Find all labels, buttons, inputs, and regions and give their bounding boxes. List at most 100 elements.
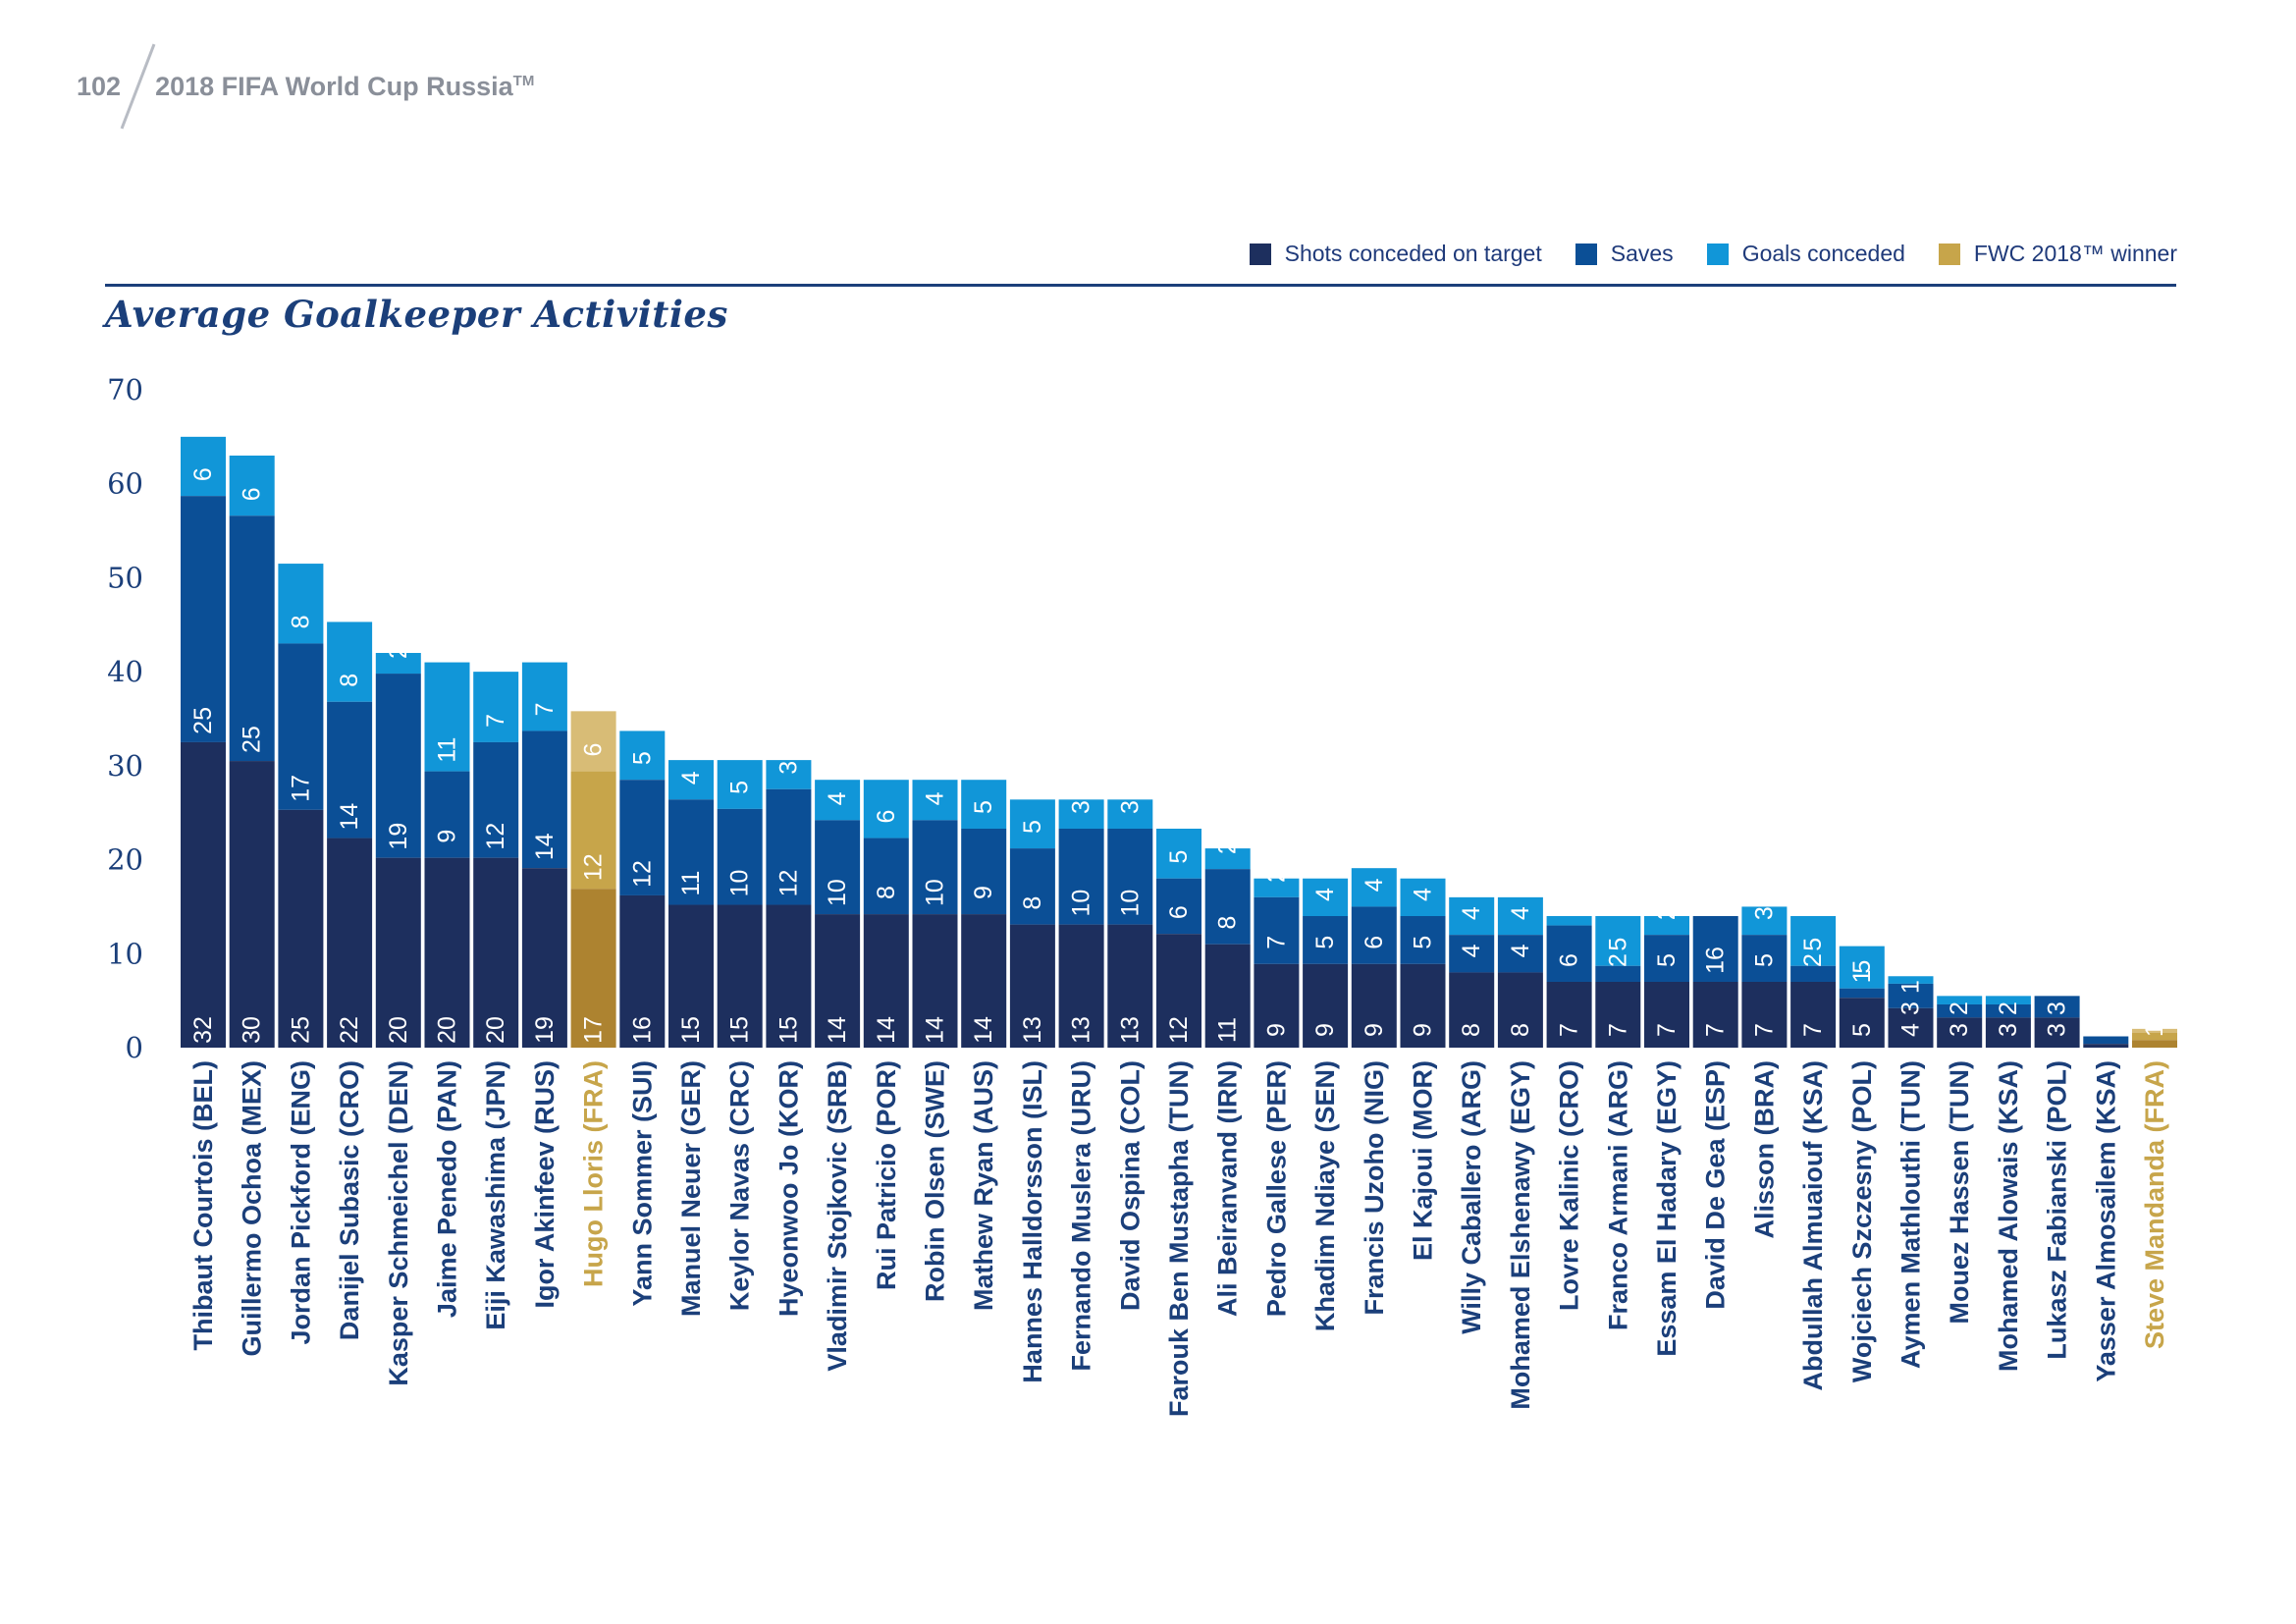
player-label: Essam El Hadary (EGY) [1652,1060,1682,1357]
value-label-saves: 8 [1019,896,1046,910]
bar-shots-on-target [375,857,421,1048]
bar-shots-on-target [424,857,470,1048]
legend-swatch-goals [1706,243,1729,265]
value-label-saves: 12 [482,823,509,850]
value-label-shots: 14 [873,1016,900,1044]
value-label-saves: 8 [1214,916,1242,930]
player-label: Francis Uzoho (NIG) [1360,1060,1389,1316]
bar-goals-conceded [2132,1028,2177,1033]
bar-shots-on-target [1692,982,1738,1048]
bar-saves [1009,848,1055,925]
value-label-saves: 5 [1410,936,1437,949]
player-label: Jaime Penedo (PAN) [433,1060,462,1318]
value-label-saves: 2 [1995,1001,2022,1015]
player-label: Khadim Ndiaye (SEN) [1310,1060,1340,1331]
bar-goals-conceded [863,780,909,839]
value-label-shots: 19 [531,1016,559,1044]
bar-shots-on-target [1156,934,1201,1048]
bar-saves [1058,828,1104,925]
player-label: Mohamed Elshenawy (EGY) [1506,1060,1535,1410]
bar-saves [863,838,909,915]
value-label-shots: 4 [1897,1023,1925,1037]
bar-goals-conceded [1351,868,1397,907]
bar-shots-on-target [1204,944,1251,1048]
value-label-goals: 1 [1556,897,1583,911]
bar-saves [1204,869,1251,945]
value-label-saves: 4 [1458,944,1485,957]
bar-goals-conceded [521,662,567,731]
bar-shots-on-target [815,914,861,1048]
value-label-shots: 20 [385,1016,412,1044]
player-label: Mohamed Alowais (KSA) [1994,1060,2023,1372]
bar-goals-conceded [473,672,519,742]
value-label-shots: 8 [1458,1023,1485,1037]
bar-saves [521,731,567,869]
value-label-shots: 11 [1214,1017,1242,1043]
value-label-shots: 25 [287,1016,314,1044]
bar-goals-conceded [1888,976,1934,984]
legend-label-winner: FWC 2018™ winner [1973,241,2177,266]
y-tick-label: 60 [107,467,143,501]
player-label: Keylor Navas (CRC) [725,1060,755,1311]
value-label-shots: 7 [1653,1023,1681,1037]
value-label-goals: 5 [1604,938,1631,951]
bar-shots-on-target [863,914,909,1048]
value-label-goals: 4 [922,791,949,805]
player-label: Igor Akinfeev (RUS) [530,1060,560,1309]
bar-shots-on-target [1937,1017,1983,1048]
player-label: Danijel Subasic (CRO) [335,1060,364,1340]
bar-saves [1497,935,1543,973]
bar-shots-on-target [668,904,714,1048]
bar-shots-on-target [619,894,666,1048]
value-label-goals: 6 [873,810,900,824]
value-label-saves: 9 [434,830,461,843]
legend-swatch-saves [1575,243,1597,265]
bar-saves [1692,916,1738,982]
value-label-saves: 3 [1897,1001,1925,1015]
legend-label-saves: Saves [1610,241,1674,266]
bar-goals-conceded [1839,946,1885,989]
value-label-goals: 11 [434,737,461,763]
value-label-goals: 6 [580,743,608,757]
value-label-shots: 3 [2044,1023,2071,1037]
bar-shots-on-target [473,857,519,1048]
value-label-saves: 6 [1556,953,1583,967]
trademark-mark: TM [512,72,535,89]
value-label-shots: 7 [1702,1023,1730,1037]
value-label-saves: 3 [2044,1001,2071,1015]
bar-saves [473,741,519,858]
bar-goals-conceded [1985,996,2031,1004]
bar-goals-conceded [1107,799,1153,829]
bar-shots-on-target [521,868,567,1048]
bar-shots-on-target [1107,924,1153,1048]
value-label-goals: 5 [1019,820,1046,834]
bar-shots-on-target [1888,1007,1934,1048]
value-label-goals: 3 [1068,800,1095,814]
value-label-goals: 5 [726,781,754,794]
value-label-goals: 4 [1507,906,1534,920]
bar-goals-conceded [815,780,861,821]
bar-goals-conceded [1009,799,1055,849]
bar-goals-conceded [1058,799,1104,829]
value-label-goals: 4 [824,791,851,805]
value-label-saves: 5 [1653,953,1681,967]
value-label-shots: 13 [1116,1016,1144,1044]
legend-item-saves: Saves [1575,241,1674,267]
value-label-saves: 9 [970,886,997,899]
bar-shots-on-target [1254,963,1300,1048]
bar-shots-on-target [1790,982,1837,1048]
player-label: Alisson (BRA) [1749,1060,1779,1239]
value-label-saves: 2 [1604,953,1631,967]
legend-item-goals: Goals conceded [1706,241,1905,267]
y-tick-label: 40 [107,655,143,688]
player-label: David De Gea (ESP) [1701,1060,1731,1310]
value-label-saves: 10 [1068,890,1095,917]
player-label: Hugo Lloris (FRA) [579,1060,609,1287]
player-label: El Kajoui (MOR) [1409,1060,1438,1261]
value-label-goals: 4 [1361,878,1388,892]
value-label-goals: 3 [1750,906,1778,920]
value-label-saves: 10 [726,870,754,897]
value-label-saves: 12 [580,853,608,881]
bar-saves [1107,828,1153,925]
